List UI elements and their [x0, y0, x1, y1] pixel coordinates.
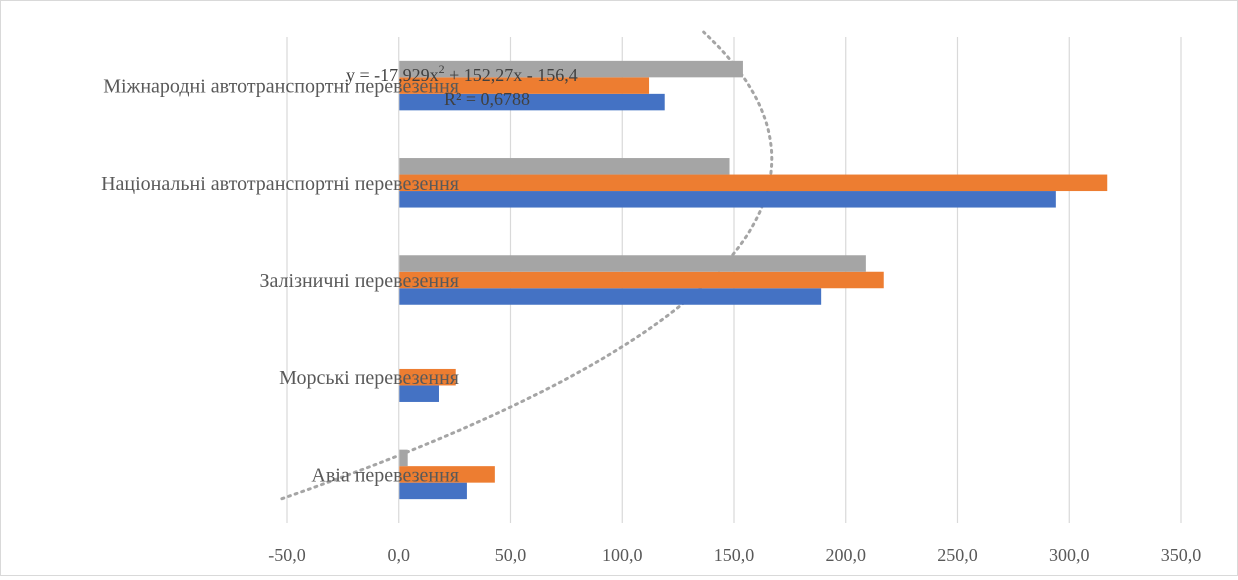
bar	[398, 368, 456, 386]
x-tick-label: 200,0	[826, 545, 867, 565]
category-label: Міжнародні автотранспортні перевезення	[103, 76, 459, 98]
x-tick-labels: -50,0 0,0 50,0 100,0 150,0 200,0 250,0 300,0 350…	[268, 545, 1201, 565]
x-tick-label: 150,0	[714, 545, 755, 565]
trendline-r-squared: R² = 0,6788	[444, 89, 530, 109]
trendline-equation: y = -17,929x2 + 152,27x - 156,4	[346, 62, 578, 85]
bar	[398, 158, 730, 175]
bar	[398, 385, 439, 402]
x-tick-label: 250,0	[937, 545, 978, 565]
category-label: Залізничні перевезення	[259, 270, 459, 292]
category-labels: Авіа перевезення Морські перевезення Заліз…	[101, 76, 459, 487]
x-tick-label: -50,0	[268, 545, 306, 565]
bar	[398, 93, 665, 111]
bar	[398, 255, 866, 272]
x-tick-label: 100,0	[602, 545, 643, 565]
x-tick-label: 300,0	[1049, 545, 1090, 565]
category-label: Авіа перевезення	[311, 464, 459, 486]
bar	[398, 482, 467, 500]
bars	[398, 60, 1108, 500]
bar	[398, 191, 1056, 208]
bar	[398, 449, 408, 467]
bar	[398, 271, 884, 289]
bar	[398, 466, 495, 483]
bar	[398, 60, 743, 78]
x-tick-label: 50,0	[495, 545, 527, 565]
bar	[398, 77, 650, 94]
category-label: Національні автотранспортні перевезення	[101, 173, 459, 195]
x-tick-label: 0,0	[388, 545, 411, 565]
bar	[398, 288, 822, 305]
category-label: Морські перевезення	[279, 367, 459, 389]
bar	[398, 174, 1108, 192]
x-tick-label: 350,0	[1161, 545, 1202, 565]
